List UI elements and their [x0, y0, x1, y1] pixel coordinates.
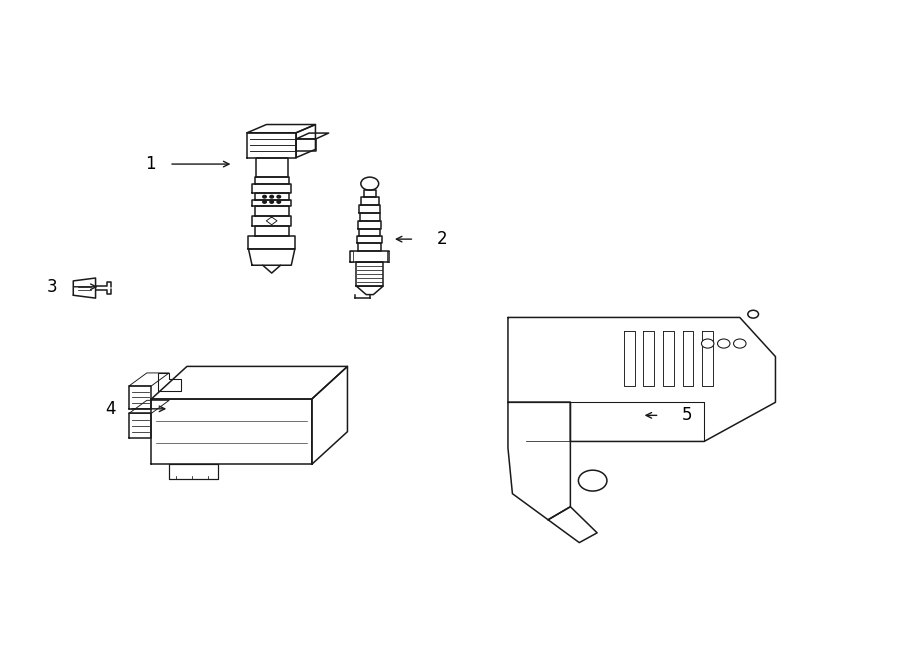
Circle shape — [734, 339, 746, 348]
Polygon shape — [169, 464, 218, 479]
Polygon shape — [129, 413, 151, 438]
Circle shape — [579, 470, 607, 491]
Text: 2: 2 — [436, 230, 447, 248]
Polygon shape — [358, 221, 382, 229]
Text: 3: 3 — [47, 278, 58, 295]
Polygon shape — [151, 399, 311, 464]
Polygon shape — [360, 213, 380, 221]
Circle shape — [270, 201, 274, 203]
Text: 1: 1 — [145, 155, 156, 173]
Polygon shape — [356, 262, 383, 286]
Polygon shape — [248, 133, 296, 157]
Polygon shape — [350, 251, 390, 262]
Polygon shape — [266, 217, 277, 225]
Polygon shape — [248, 124, 315, 133]
Polygon shape — [361, 197, 379, 205]
Polygon shape — [508, 317, 776, 442]
Polygon shape — [359, 229, 381, 236]
Polygon shape — [356, 286, 383, 295]
Polygon shape — [296, 133, 328, 139]
Polygon shape — [663, 330, 674, 386]
Polygon shape — [357, 236, 382, 243]
Polygon shape — [248, 249, 295, 265]
Polygon shape — [358, 243, 382, 251]
Polygon shape — [364, 190, 376, 197]
Polygon shape — [255, 226, 289, 236]
Polygon shape — [255, 194, 289, 200]
Polygon shape — [508, 403, 571, 520]
Polygon shape — [252, 184, 292, 194]
Polygon shape — [624, 330, 634, 386]
Circle shape — [263, 201, 266, 203]
Polygon shape — [359, 205, 381, 213]
Polygon shape — [151, 366, 347, 399]
Polygon shape — [73, 278, 95, 298]
Circle shape — [717, 339, 730, 348]
Circle shape — [748, 310, 759, 318]
Circle shape — [263, 196, 266, 198]
Polygon shape — [256, 157, 288, 177]
Text: 5: 5 — [682, 407, 692, 424]
Text: 4: 4 — [105, 400, 115, 418]
Polygon shape — [255, 206, 289, 216]
Polygon shape — [252, 200, 292, 206]
Polygon shape — [129, 401, 169, 413]
Polygon shape — [683, 330, 693, 386]
Polygon shape — [296, 124, 315, 157]
Circle shape — [361, 177, 379, 190]
Polygon shape — [252, 216, 292, 226]
Polygon shape — [248, 236, 295, 249]
Polygon shape — [644, 330, 654, 386]
Polygon shape — [311, 366, 347, 464]
Polygon shape — [129, 386, 151, 408]
Polygon shape — [158, 373, 181, 391]
Polygon shape — [255, 177, 289, 184]
Circle shape — [277, 201, 281, 203]
Circle shape — [277, 196, 281, 198]
Circle shape — [701, 339, 714, 348]
Polygon shape — [129, 373, 169, 386]
Polygon shape — [296, 139, 316, 151]
Polygon shape — [702, 330, 713, 386]
Circle shape — [270, 196, 274, 198]
Polygon shape — [548, 507, 597, 543]
